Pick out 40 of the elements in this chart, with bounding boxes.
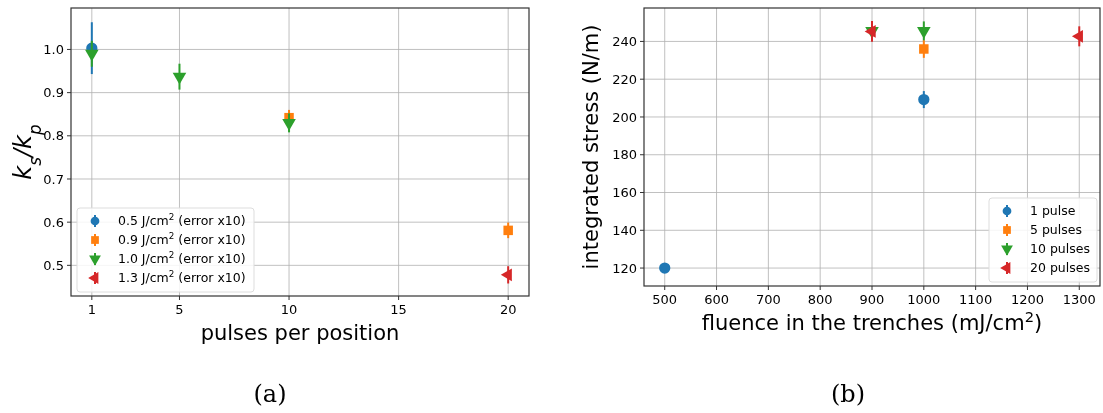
x-tick-label: 1000 [907, 292, 941, 307]
legend-label: 10 pulses [1030, 241, 1090, 257]
y-tick-label: 0.6 [43, 214, 64, 230]
legend-label: 1.0 J/cm$^{2}$ (error x10) [118, 250, 246, 267]
text: (b) [830, 380, 866, 408]
x-tick-label: 15 [390, 302, 407, 317]
legend-label: 5 pulses [1030, 222, 1082, 238]
x-tick-label: 1 [87, 302, 96, 317]
x-tick-label: 1100 [959, 292, 993, 307]
legend-label: 0.9 J/cm$^{2}$ (error x10) [118, 231, 246, 248]
y-tick-label: 140 [612, 222, 637, 238]
x-tick-label: 10 [280, 302, 298, 317]
y-tick-label: 1.0 [43, 42, 64, 57]
x-tick-label: 700 [755, 292, 781, 307]
y-tick-label: 0.8 [43, 128, 64, 144]
text: (a) [253, 380, 287, 408]
x-tick-label: 20 [499, 302, 517, 317]
x-tick-label: 500 [652, 292, 678, 307]
y-tick-label: 0.9 [43, 85, 64, 101]
x-axis-title: pulses per position [200, 321, 400, 345]
x-tick-label: 5 [175, 302, 184, 317]
x-tick-label: 800 [807, 292, 833, 307]
y-tick-label: 0.5 [43, 257, 64, 273]
x-axis-title: fluence in the trenches (mJ/cm$^{2}$) [701, 307, 1043, 335]
x-tick-label: 900 [859, 292, 885, 307]
y-tick-label: 240 [612, 33, 637, 49]
legend-label: 20 pulses [1030, 260, 1090, 276]
y-tick-label: 180 [612, 147, 637, 163]
x-tick-label: 1200 [1010, 292, 1044, 307]
legend-label: 0.5 J/cm$^{2}$ (error x10) [118, 212, 246, 229]
legend-label: 1.3 J/cm$^{2}$ (error x10) [118, 269, 246, 286]
y-tick-label: 120 [612, 260, 637, 276]
y-tick-label: 200 [612, 109, 637, 125]
y-tick-label: 160 [612, 185, 637, 201]
x-tick-label: 1300 [1062, 292, 1096, 307]
legend-label: 1 pulse [1030, 203, 1076, 219]
y-tick-label: 220 [612, 71, 637, 87]
y-axis-title: integrated stress (N/m) [579, 24, 603, 270]
x-tick-label: 600 [704, 292, 729, 307]
y-tick-label: 0.7 [43, 171, 64, 187]
